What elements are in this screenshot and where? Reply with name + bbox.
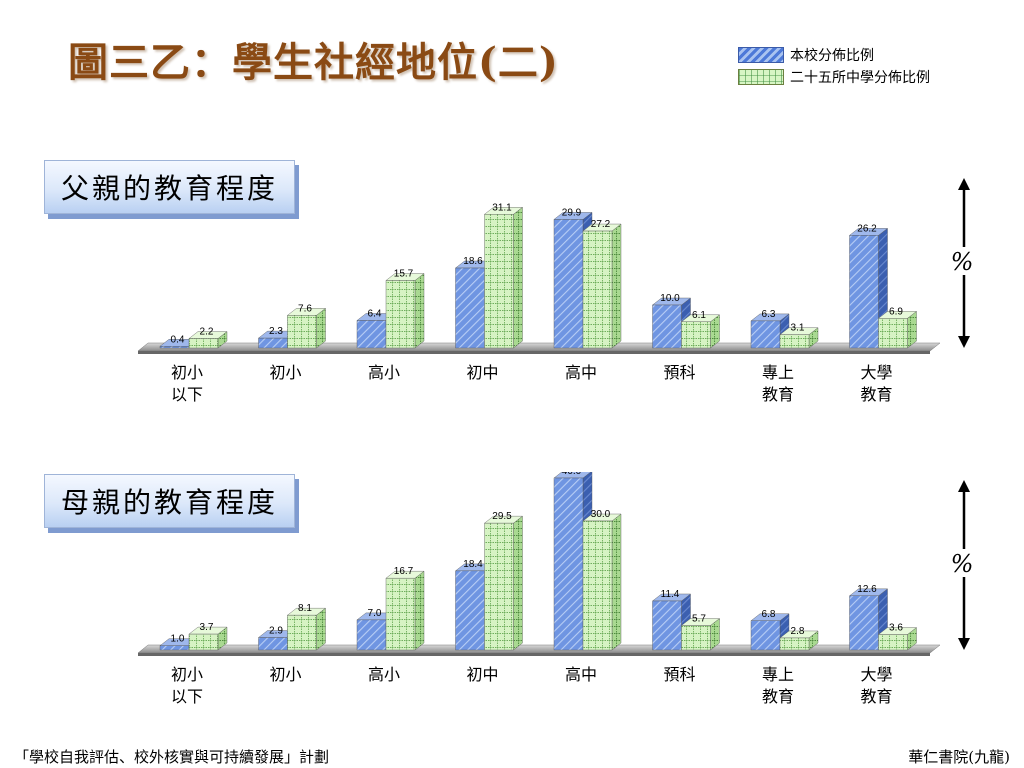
data-label-average: 6.1 [692, 310, 706, 321]
legend: 本校分佈比例 二十五所中學分佈比例 [738, 44, 930, 88]
data-label-average: 5.7 [692, 613, 706, 624]
bar-average [483, 206, 524, 349]
category-label: 初小 [269, 665, 301, 684]
slide-title: 圖三乙：學生社經地位(二) [68, 39, 559, 86]
data-label-average: 3.1 [791, 323, 805, 334]
footer-school-name: 華仁書院(九龍) [908, 748, 1010, 766]
bar-average [483, 515, 524, 651]
data-label-school: 2.3 [269, 326, 283, 337]
category-label: 初中 [466, 665, 498, 684]
data-label-average: 29.5 [492, 511, 512, 522]
legend-label-average: 二十五所中學分佈比例 [790, 70, 930, 86]
data-label-school: 10.0 [660, 293, 680, 304]
data-label-average: 3.6 [889, 623, 903, 634]
data-label-school: 6.4 [368, 308, 382, 319]
data-label-average: 31.1 [492, 202, 512, 213]
bar-average [286, 607, 327, 651]
data-label-average: 8.1 [298, 603, 312, 614]
bar-average [385, 570, 425, 651]
category-label: 初中 [466, 363, 498, 382]
data-label-school: 6.8 [762, 609, 776, 620]
arrow-up-icon [958, 178, 970, 190]
data-label-school: 18.6 [463, 256, 483, 267]
category-label: 預科 [663, 363, 695, 382]
data-label-school: 0.4 [171, 334, 185, 345]
category-label: 高小 [368, 363, 400, 382]
category-label: 以下 [171, 385, 203, 404]
data-label-school: 7.0 [368, 608, 382, 619]
legend-label-school: 本校分佈比例 [790, 48, 874, 64]
arrow-down-icon [958, 336, 970, 348]
data-label-school: 12.6 [857, 584, 877, 595]
legend-swatch-average [738, 69, 784, 85]
category-label: 初小 [171, 363, 203, 382]
data-label-average: 6.9 [889, 306, 903, 317]
category-label: 教育 [762, 385, 794, 404]
unit-label: % [951, 248, 974, 276]
category-label: 專上 [762, 363, 794, 382]
father-chart-title: 父親的教育程度 [44, 160, 296, 214]
data-label-average: 2.8 [791, 626, 805, 637]
category-label: 教育 [860, 385, 892, 404]
category-label: 教育 [860, 687, 892, 706]
data-label-average: 3.7 [200, 622, 214, 633]
data-label-average: 7.6 [298, 303, 312, 314]
chart-floor [137, 644, 941, 654]
category-label: 專上 [762, 665, 794, 684]
arrow-down-icon [958, 638, 970, 650]
data-label-school: 6.3 [762, 309, 776, 320]
mother-chart-title: 母親的教育程度 [44, 474, 296, 528]
legend-item-school: 本校分佈比例 [738, 44, 930, 66]
bar-average [680, 618, 721, 651]
bar-average [877, 627, 918, 651]
unit-label: % [951, 550, 974, 578]
category-label: 教育 [762, 687, 794, 706]
bar-average [582, 513, 622, 651]
data-label-school: 40.0 [562, 472, 582, 477]
category-label: 高中 [565, 665, 597, 684]
data-label-average: 2.2 [200, 327, 214, 338]
bar-school [848, 588, 889, 651]
bar-average [188, 331, 228, 349]
data-label-school: 11.4 [661, 589, 680, 600]
data-label-average: 15.7 [394, 268, 414, 279]
data-label-school: 29.9 [562, 207, 582, 218]
bar-average [779, 327, 819, 349]
data-label-average: 27.2 [591, 219, 611, 230]
bar-average [680, 314, 721, 349]
data-label-school: 26.2 [857, 223, 877, 234]
legend-item-average: 二十五所中學分佈比例 [738, 66, 930, 88]
category-label: 高中 [565, 363, 597, 382]
category-label: 大學 [860, 363, 892, 382]
data-label-school: 2.9 [269, 626, 283, 637]
category-label: 初小 [269, 363, 301, 382]
arrow-up-icon [958, 480, 970, 492]
bar-school [750, 613, 790, 651]
category-label: 以下 [171, 687, 203, 706]
data-label-average: 16.7 [394, 566, 414, 577]
data-label-school: 18.4 [463, 559, 483, 570]
bar-average [877, 310, 918, 349]
bar-average [286, 307, 327, 349]
category-label: 大學 [860, 665, 892, 684]
bar-average [779, 630, 819, 651]
bar-average [385, 273, 425, 349]
bar-average [188, 626, 228, 651]
chart-floor-edge [138, 653, 930, 656]
data-label-school: 1.0 [171, 634, 185, 645]
legend-swatch-school [738, 47, 784, 63]
unit-label-bg [950, 247, 978, 275]
category-label: 高小 [368, 665, 400, 684]
chart-floor-edge [138, 351, 930, 354]
chart-floor [137, 342, 941, 352]
bar-school [159, 338, 199, 349]
category-label: 初小 [171, 665, 203, 684]
unit-label-bg [950, 549, 978, 577]
data-label-average: 30.0 [591, 509, 611, 520]
footer-project-name: 「學校自我評估、校外核實與可持續發展」計劃 [14, 748, 330, 766]
bar-average [582, 223, 622, 349]
category-label: 預科 [663, 665, 695, 684]
